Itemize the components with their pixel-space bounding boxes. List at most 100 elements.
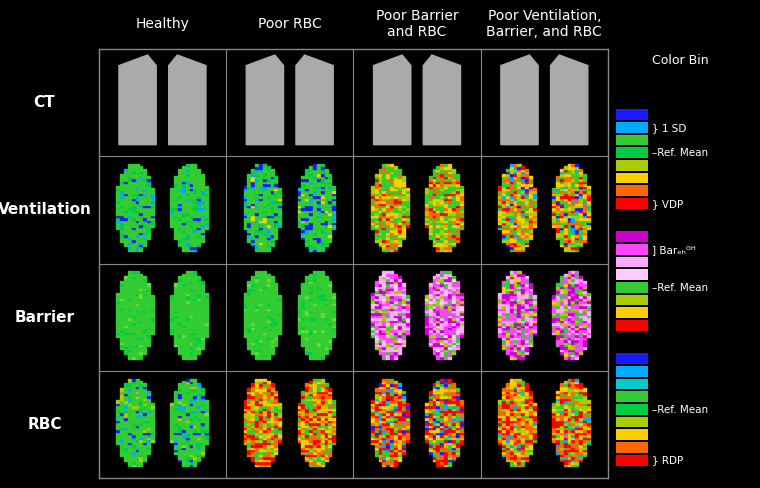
Bar <box>178 237 181 239</box>
Bar <box>521 437 524 439</box>
Bar <box>201 174 204 176</box>
Bar <box>375 451 378 454</box>
Bar <box>328 205 331 207</box>
Bar <box>432 237 435 239</box>
Bar <box>386 303 389 305</box>
Bar <box>514 234 517 237</box>
Bar <box>521 434 524 437</box>
Bar <box>147 220 150 222</box>
Bar <box>259 298 262 300</box>
Bar <box>390 322 393 325</box>
Bar <box>375 239 378 242</box>
Bar <box>317 279 320 281</box>
Bar <box>309 295 312 298</box>
Bar <box>533 425 536 427</box>
Bar <box>259 215 262 217</box>
Bar <box>394 398 397 400</box>
Bar <box>135 179 138 181</box>
Bar <box>498 212 502 215</box>
Bar <box>193 229 197 232</box>
Bar <box>568 188 571 190</box>
Bar <box>529 298 532 300</box>
Bar <box>174 415 177 417</box>
Bar <box>248 293 251 295</box>
Bar <box>274 329 277 332</box>
Bar <box>328 315 331 317</box>
Bar <box>448 386 451 388</box>
Bar <box>371 188 374 190</box>
Bar <box>259 284 262 285</box>
Bar <box>506 169 509 171</box>
Bar <box>506 320 509 322</box>
Bar <box>297 437 301 439</box>
Bar <box>452 337 455 339</box>
Bar <box>143 232 147 234</box>
Bar <box>309 246 312 249</box>
Bar <box>525 437 528 439</box>
Bar <box>425 320 428 322</box>
Bar <box>378 210 382 212</box>
Bar <box>263 320 266 322</box>
Bar <box>514 432 517 434</box>
Bar <box>575 407 578 410</box>
Bar <box>325 351 328 354</box>
Bar <box>321 222 324 224</box>
Bar <box>189 386 192 388</box>
Bar <box>514 188 517 190</box>
Bar <box>116 188 119 190</box>
Bar <box>568 351 571 354</box>
Bar <box>425 210 428 212</box>
Bar <box>143 315 147 317</box>
Bar <box>147 183 150 185</box>
Bar <box>425 198 428 200</box>
Bar <box>306 434 309 437</box>
Bar <box>382 164 385 166</box>
Bar <box>568 442 571 444</box>
Bar <box>394 320 397 322</box>
Bar <box>378 415 382 417</box>
Bar <box>201 310 204 312</box>
Bar <box>182 459 185 461</box>
Bar <box>120 444 123 447</box>
Bar <box>583 439 586 442</box>
Bar <box>174 222 177 224</box>
Bar <box>309 320 312 322</box>
Bar <box>452 332 455 334</box>
Bar <box>139 437 142 439</box>
Bar <box>510 215 513 217</box>
Bar <box>309 342 312 344</box>
Bar <box>579 447 582 449</box>
Bar <box>189 351 192 354</box>
Bar <box>124 171 127 173</box>
Bar <box>317 422 320 425</box>
Bar <box>189 174 192 176</box>
Bar <box>406 195 409 198</box>
Bar <box>151 224 154 227</box>
Bar <box>328 300 331 303</box>
Bar <box>193 212 197 215</box>
Bar <box>452 229 455 232</box>
Bar <box>378 281 382 283</box>
Bar <box>317 193 320 195</box>
Bar <box>371 210 374 212</box>
Bar <box>456 303 459 305</box>
Bar <box>271 188 274 190</box>
Bar <box>178 176 181 178</box>
Bar <box>518 291 521 293</box>
Bar <box>271 429 274 432</box>
Bar <box>444 185 447 188</box>
Bar <box>575 442 578 444</box>
Bar <box>514 439 517 442</box>
Bar <box>139 179 142 181</box>
Bar <box>321 325 324 327</box>
Bar <box>151 420 154 422</box>
Bar <box>131 337 135 339</box>
Bar <box>259 432 262 434</box>
Bar <box>124 176 127 178</box>
Bar <box>432 229 435 232</box>
Bar <box>205 417 208 420</box>
Bar <box>394 222 397 224</box>
Bar <box>120 310 123 312</box>
Bar <box>406 212 409 215</box>
Bar <box>429 300 432 303</box>
